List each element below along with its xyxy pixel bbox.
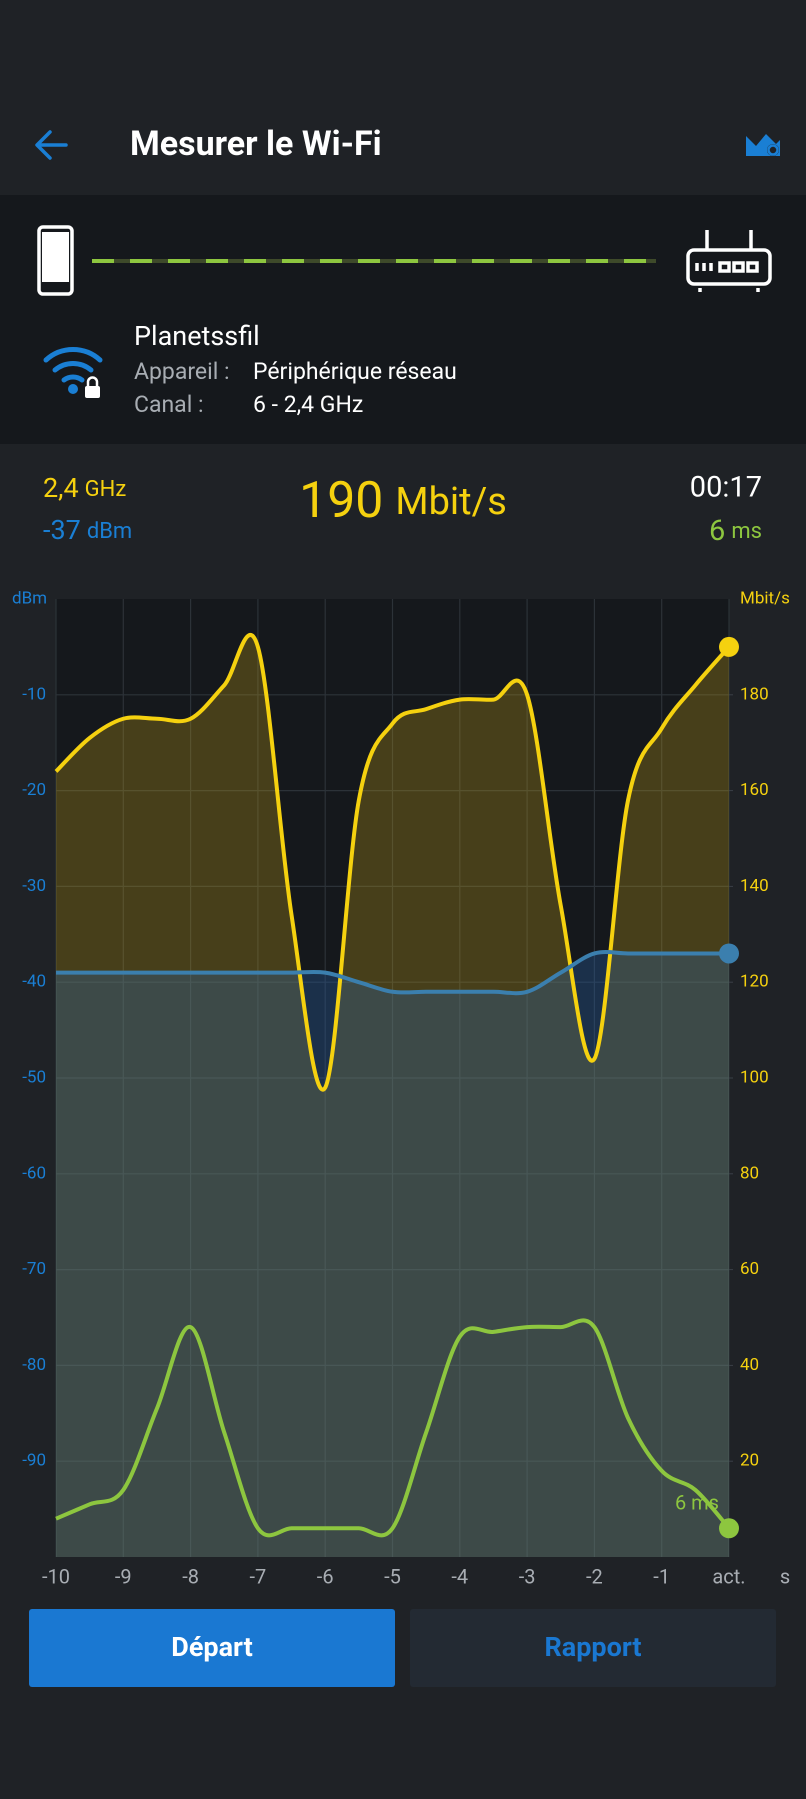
endpoint-dot <box>719 1518 739 1539</box>
y2-tick-label: 120 <box>740 972 769 992</box>
x-tick-label: -6 <box>317 1564 334 1588</box>
y-tick-label: -70 <box>22 1259 46 1279</box>
series-line <box>54 633 731 1092</box>
connection-panel <box>0 195 806 444</box>
x-tick-label: -2 <box>586 1564 603 1588</box>
speed-stat: 190 Mbit/s <box>299 472 507 530</box>
series-line <box>56 950 729 996</box>
x-tick-label: -10 <box>42 1564 70 1588</box>
y2-tick-label: 160 <box>740 780 769 800</box>
x-tick-label: -3 <box>519 1564 536 1588</box>
x-tick-label: -7 <box>250 1564 267 1588</box>
band-stat: 2,4 GHz <box>43 472 126 504</box>
y-axis-label: dBm <box>12 588 47 608</box>
y2-axis-label: Mbit/s <box>740 588 790 608</box>
signal-stat: -37 dBm <box>43 514 132 546</box>
y2-tick-label: 60 <box>740 1259 759 1279</box>
x-tick-label: -1 <box>653 1564 670 1588</box>
y2-tick-label: 100 <box>740 1067 769 1087</box>
y2-tick-label: 40 <box>740 1355 759 1375</box>
x-axis-label: s <box>780 1564 790 1588</box>
y-tick-label: -60 <box>22 1163 46 1183</box>
speed-value: 190 <box>299 472 383 530</box>
channel-label: Canal : <box>134 391 204 418</box>
endpoint-dot <box>719 943 739 964</box>
x-tick-label: act. <box>712 1564 745 1588</box>
y2-tick-label: 180 <box>740 684 769 704</box>
endpoint-dot <box>719 636 739 657</box>
y2-tick-label: 80 <box>740 1163 759 1183</box>
phone-icon <box>37 225 74 296</box>
x-tick-label: -8 <box>182 1564 199 1588</box>
router-icon <box>686 230 772 292</box>
signal-value: -37 <box>43 514 81 546</box>
back-button[interactable] <box>35 130 68 160</box>
network-name: Planetssfil <box>134 320 260 352</box>
latency-unit: ms <box>731 519 762 544</box>
signal-unit: dBm <box>87 519 132 544</box>
report-button-label[interactable]: Rapport <box>544 1631 641 1663</box>
y-tick-label: -30 <box>22 876 46 896</box>
chart-settings-icon[interactable] <box>746 134 780 156</box>
x-tick-label: -4 <box>451 1564 468 1588</box>
band-unit: GHz <box>85 477 127 502</box>
y-tick-label: -20 <box>22 780 46 800</box>
start-button-label[interactable]: Départ <box>171 1631 252 1663</box>
channel-value: 6 - 2,4 GHz <box>253 391 363 418</box>
report-button[interactable] <box>410 1609 776 1687</box>
chart: -10 -9 -8 -7 -6 -5 -4 -3 -2 -1 act. -10 -20 -30 -40 -50… <box>12 588 790 1588</box>
x-tick-label: -9 <box>115 1564 132 1588</box>
device-value: Périphérique réseau <box>253 358 457 385</box>
y-tick-label: -90 <box>22 1451 46 1471</box>
speed-unit: Mbit/s <box>395 480 506 524</box>
y-tick-label: -40 <box>22 972 46 992</box>
page-title: Mesurer le Wi-Fi <box>130 124 382 164</box>
device-label: Appareil : <box>134 358 230 385</box>
y-tick-label: -80 <box>22 1355 46 1375</box>
latency-value: 6 <box>709 514 725 548</box>
latency-annotation: 6 ms <box>675 1491 719 1515</box>
start-button[interactable] <box>29 1609 395 1687</box>
series-area <box>56 952 729 1557</box>
x-tick-label: -5 <box>384 1564 401 1588</box>
latency-stat: 6 ms <box>709 514 762 548</box>
band-value: 2,4 <box>43 472 79 504</box>
y-tick-label: -50 <box>22 1067 46 1087</box>
y-tick-label: -10 <box>22 684 46 704</box>
y2-tick-label: 140 <box>740 876 769 896</box>
wifi-icon <box>43 347 103 398</box>
series-line <box>55 1318 731 1538</box>
elapsed-time: 00:17 <box>690 471 762 505</box>
y2-tick-label: 20 <box>740 1451 759 1471</box>
